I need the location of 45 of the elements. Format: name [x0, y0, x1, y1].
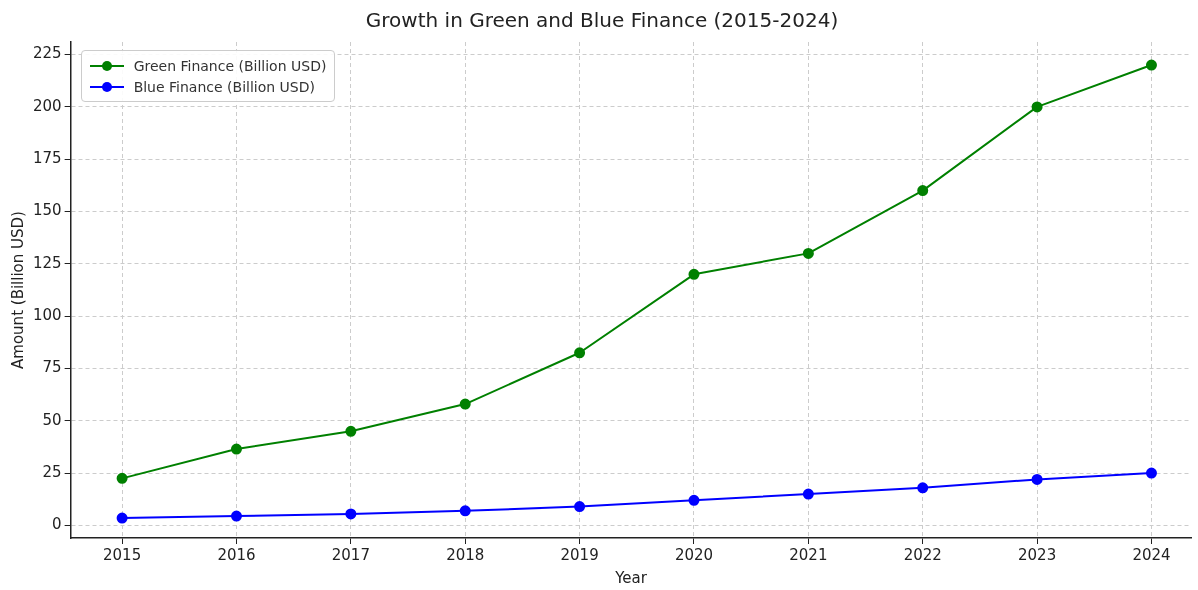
point: [1145, 467, 1157, 479]
x-tick-label: 2018: [446, 545, 485, 564]
point: [345, 425, 357, 437]
y-axis-title: Amount (Billion USD): [8, 211, 27, 369]
x-tick-label: 2022: [903, 545, 942, 564]
point: [688, 268, 700, 280]
x-tick-label: 2015: [103, 545, 142, 564]
legend-label: Green Finance (Billion USD): [133, 57, 327, 74]
point: [802, 247, 814, 259]
point: [116, 472, 128, 484]
y-tick-label: 50: [42, 410, 62, 429]
point: [1145, 59, 1157, 71]
point: [459, 398, 471, 410]
point: [917, 482, 929, 494]
point: [574, 347, 586, 359]
point: [459, 505, 471, 517]
x-tick-label: 2017: [331, 545, 370, 564]
y-tick-label: 150: [32, 201, 62, 220]
y-tick-label: 225: [32, 44, 62, 63]
y-tick-label: 0: [52, 515, 62, 534]
point: [230, 510, 242, 522]
point: [230, 443, 242, 455]
x-tick-label: 2023: [1018, 545, 1057, 564]
y-tick-label: 75: [42, 358, 62, 377]
y-tick-label: 125: [32, 253, 62, 272]
x-tick-label: 2024: [1132, 545, 1171, 564]
point: [917, 185, 929, 197]
chart-title: Growth in Green and Blue Finance (2015-2024): [365, 8, 839, 33]
x-axis-title: Year: [614, 568, 648, 587]
point: [1031, 101, 1043, 113]
point: [574, 501, 586, 513]
x-tick-label: 2021: [789, 545, 828, 564]
y-tick-label: 100: [32, 306, 62, 325]
y-tick-label: 175: [32, 149, 62, 168]
legend-label: Blue Finance (Billion USD): [133, 78, 315, 95]
x-tick-label: 2020: [674, 545, 714, 564]
x-tick-label: 2019: [560, 545, 599, 564]
y-tick-label: 25: [42, 463, 62, 482]
point: [1031, 473, 1043, 485]
x-tick-label: 2016: [217, 545, 256, 564]
point: [116, 512, 128, 524]
y-tick-label: 200: [32, 96, 62, 115]
point: [688, 494, 700, 506]
point: [345, 508, 357, 520]
point: [802, 488, 814, 500]
